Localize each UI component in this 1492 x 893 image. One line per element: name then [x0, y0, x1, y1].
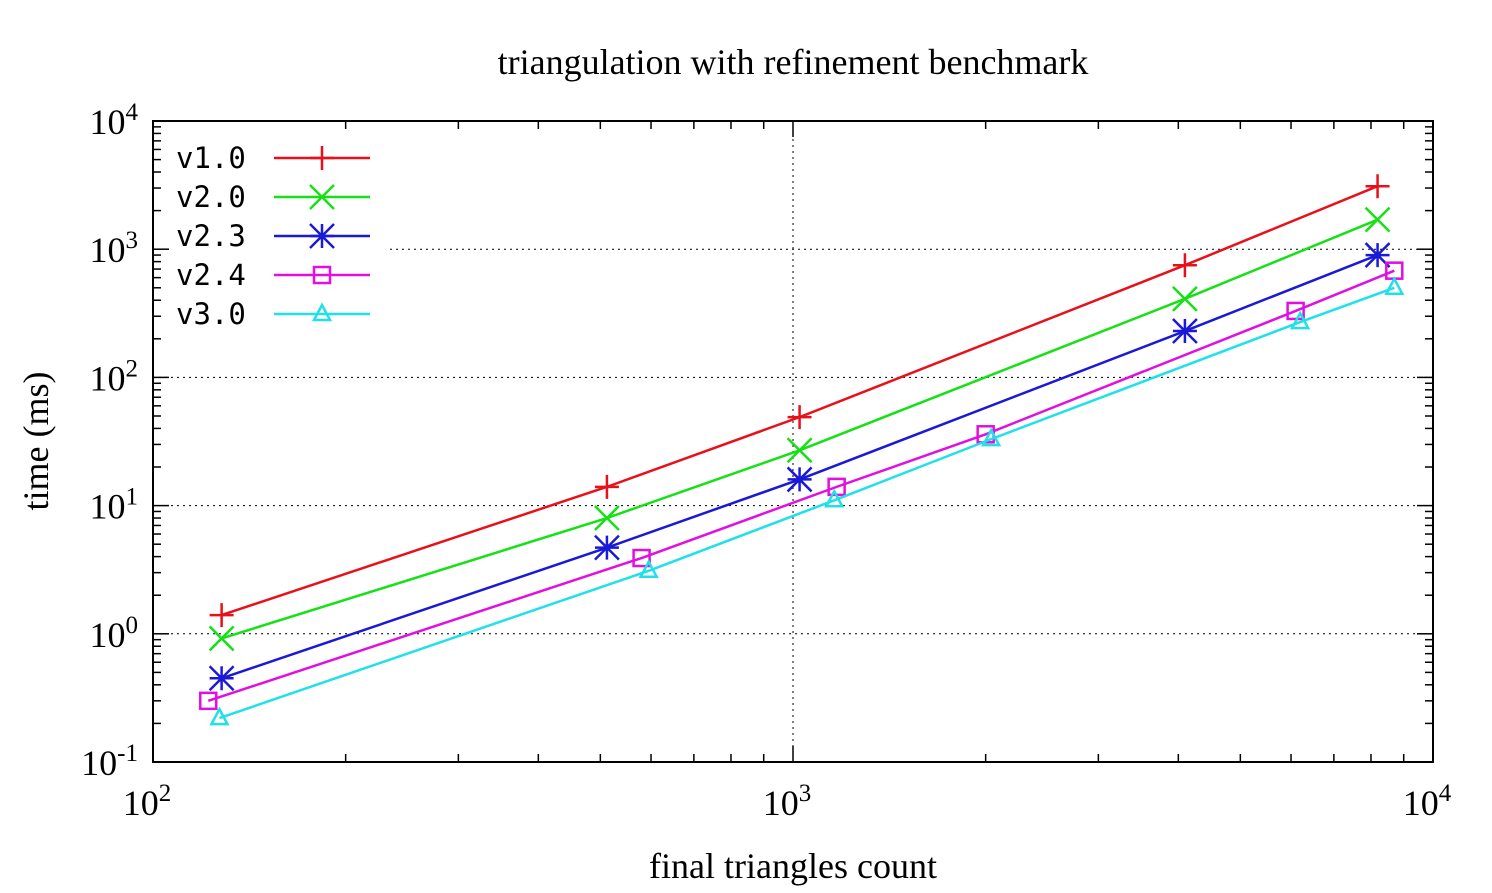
series-v2-3 — [208, 242, 1391, 692]
data-point — [632, 548, 651, 568]
data-point — [1364, 206, 1391, 233]
data-point — [199, 691, 218, 711]
y-tick-label: 102 — [90, 355, 139, 398]
y-tick-label: 10-1 — [81, 740, 138, 783]
data-point — [594, 505, 620, 531]
data-point — [786, 466, 813, 493]
series-v2-4 — [199, 261, 1404, 711]
plot-frame — [152, 120, 1434, 763]
series-line — [207, 269, 1395, 703]
series-v3-0 — [209, 276, 1405, 726]
y-tick-label: 101 — [90, 484, 139, 527]
x-tick-label: 102 — [123, 780, 172, 823]
legend: v1.0 v2.0 v2.3 v2.4 v3.0 — [176, 141, 370, 331]
series-line — [221, 185, 1379, 617]
y-axis-label: time (ms) — [16, 372, 56, 511]
legend-label: v2.3 — [176, 219, 246, 253]
data-point — [1172, 318, 1198, 344]
data-point — [787, 405, 812, 430]
legend-label: v3.0 — [176, 297, 246, 331]
legend-label: v2.0 — [176, 180, 246, 214]
data-point — [208, 625, 235, 652]
x-tick-label: 103 — [763, 780, 812, 823]
data-series — [199, 174, 1405, 726]
series-v1-0 — [209, 174, 1390, 628]
series-v2-0 — [208, 206, 1391, 652]
data-point — [311, 302, 333, 322]
y-tick-label: 103 — [90, 227, 139, 270]
legend-label: v2.4 — [176, 258, 246, 292]
data-point — [594, 534, 620, 561]
data-point — [1384, 276, 1405, 296]
data-point — [209, 603, 234, 628]
data-point — [1172, 253, 1197, 278]
data-point — [786, 437, 813, 464]
y-tick-label: 100 — [90, 612, 139, 655]
series-line — [219, 286, 1395, 720]
data-point — [309, 223, 335, 249]
data-point — [594, 474, 619, 499]
data-point — [310, 146, 334, 170]
data-point — [309, 184, 335, 210]
data-point — [981, 427, 1002, 447]
series-line — [221, 253, 1379, 680]
data-point — [208, 665, 235, 692]
data-point — [824, 488, 845, 508]
chart-title: triangulation with refinement benchmark — [498, 42, 1089, 82]
data-point — [638, 559, 659, 579]
legend-label: v1.0 — [176, 141, 246, 175]
data-point — [1172, 285, 1198, 312]
grid-lines — [153, 121, 1433, 762]
data-point — [209, 706, 230, 726]
data-point — [1290, 310, 1311, 330]
y-tick-label: 104 — [90, 99, 139, 142]
data-point — [312, 265, 332, 285]
data-point — [1364, 242, 1391, 268]
x-tick-label: 104 — [1403, 780, 1452, 823]
data-point — [1365, 174, 1390, 199]
x-axis-label: final triangles count — [649, 846, 937, 886]
tick-labels: 102 103 104 10-1 100 101 102 103 104 — [81, 99, 1452, 823]
